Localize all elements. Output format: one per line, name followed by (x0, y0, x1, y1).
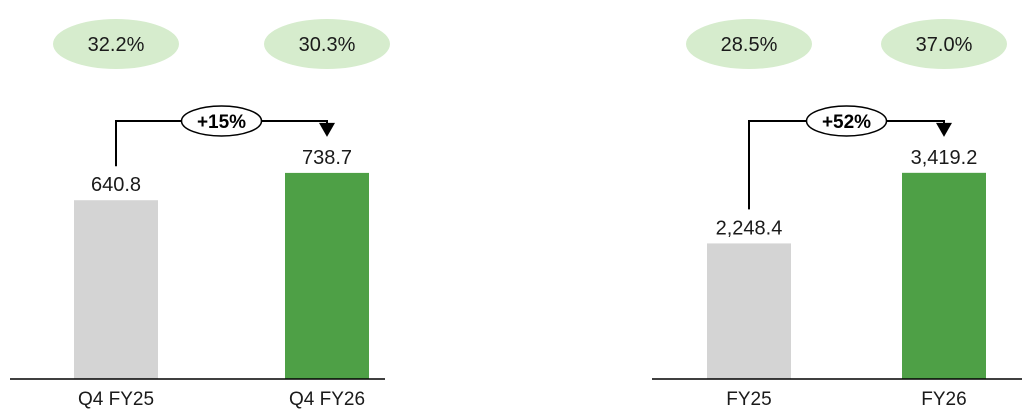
chart-panel-2: 28.5% 37.0% 2,248.4 FY25 3,419.2 FY26 +52% (652, 19, 1022, 410)
growth-badge-label: +15% (197, 112, 246, 133)
category-tick-label: Q4 FY26 (289, 389, 365, 410)
bar-value-label: 2,248.4 (716, 217, 783, 239)
chart-panel-1: 32.2% 30.3% 640.8 Q4 FY25 738.7 Q4 FY26 +15% (10, 19, 390, 410)
growth-arrowhead (319, 122, 335, 137)
bar-q4-fy25 (74, 200, 158, 379)
percent-badge-label: 32.2% (88, 34, 145, 56)
growth-arrowhead (936, 122, 952, 137)
percent-badge (53, 19, 179, 69)
bar-value-label: 738.7 (302, 147, 352, 169)
bar-value-label: 3,419.2 (911, 147, 978, 169)
percent-badge-label: 37.0% (916, 34, 973, 56)
percent-badge-label: 30.3% (299, 34, 356, 56)
category-tick-label: FY25 (726, 389, 771, 410)
percent-badge-label: 28.5% (721, 34, 778, 56)
growth-badge (805, 105, 888, 137)
growth-badge-label: +52% (822, 112, 871, 133)
category-tick-label: Q4 FY25 (78, 389, 154, 410)
growth-badge (180, 105, 263, 137)
percent-badge (686, 19, 812, 69)
category-tick-label: FY26 (921, 389, 966, 410)
bar-q4-fy26 (285, 172, 369, 379)
bar-fy25 (707, 243, 791, 379)
bar-value-label: 640.8 (91, 174, 141, 196)
percent-badge (264, 19, 390, 69)
percent-badge (881, 19, 1007, 69)
bar-fy26 (902, 172, 986, 379)
